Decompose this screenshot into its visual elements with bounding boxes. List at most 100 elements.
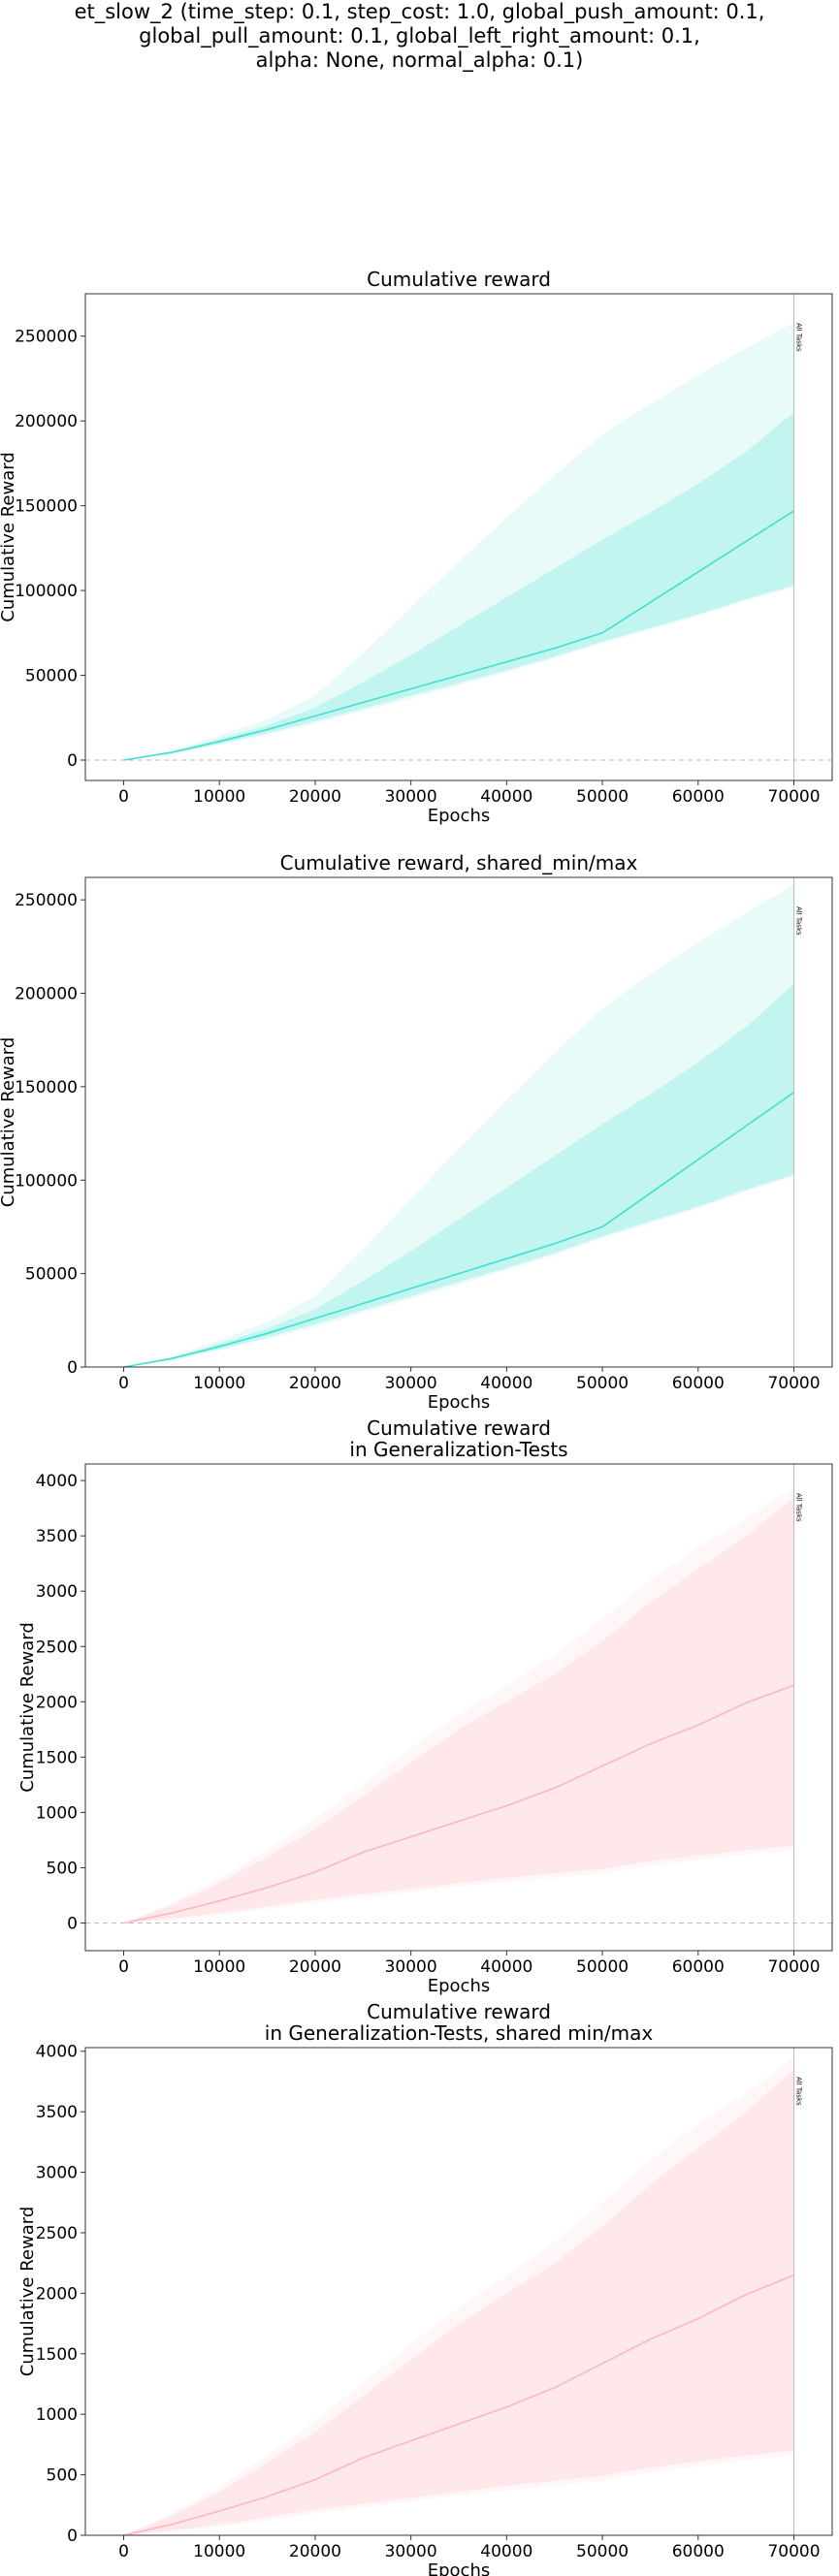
x-axis-label: Epochs xyxy=(428,1392,491,1413)
minmax-band xyxy=(123,2057,794,2535)
x-tick-label: 60000 xyxy=(672,787,725,807)
x-tick-label: 40000 xyxy=(480,787,532,807)
x-tick-label: 50000 xyxy=(576,1957,629,1977)
y-tick-label: 250000 xyxy=(15,891,78,910)
y-axis-label: Cumulative Reward xyxy=(17,1622,38,1793)
figure-suptitle: et_slow_2 (time_step: 0.1, step_cost: 1.… xyxy=(0,0,839,73)
x-tick-label: 0 xyxy=(118,787,129,807)
x-tick-label: 10000 xyxy=(193,1374,245,1393)
y-tick-label: 1000 xyxy=(36,1803,78,1823)
x-tick-label: 50000 xyxy=(576,787,629,807)
y-tick-label: 250000 xyxy=(15,328,78,347)
x-tick-label: 40000 xyxy=(480,2542,532,2561)
x-tick-label: 20000 xyxy=(289,1374,341,1393)
x-tick-label: 20000 xyxy=(289,787,341,807)
quantile-band xyxy=(123,1497,794,1924)
y-tick-label: 200000 xyxy=(15,985,78,1004)
mean-line xyxy=(123,1092,794,1368)
y-tick-label: 500 xyxy=(47,1859,78,1878)
chart-title: in Generalization-Tests, shared min/max xyxy=(265,2021,654,2045)
task-marker-label: All Tasks xyxy=(795,906,803,936)
y-tick-label: 2500 xyxy=(36,1638,78,1657)
y-tick-label: 4000 xyxy=(36,1472,78,1491)
quantile-band xyxy=(123,412,794,760)
task-marker-label: All Tasks xyxy=(795,2077,803,2106)
x-tick-label: 40000 xyxy=(480,1374,532,1393)
x-tick-label: 30000 xyxy=(385,1957,437,1977)
y-tick-label: 50000 xyxy=(25,1265,78,1285)
x-tick-label: 20000 xyxy=(289,1957,341,1977)
x-tick-label: 30000 xyxy=(385,2542,437,2561)
minmax-band xyxy=(123,1485,794,1924)
chart-panel: Cumulative reward, shared_min/max All Tas… xyxy=(0,851,833,1413)
plot-frame xyxy=(84,1463,833,1952)
mean-line xyxy=(123,2274,794,2536)
plot-frame xyxy=(84,2047,833,2536)
x-axis-label: Epochs xyxy=(428,806,491,826)
y-tick-label: 1000 xyxy=(36,2405,78,2425)
x-tick-label: 70000 xyxy=(767,1957,820,1977)
y-tick-label: 0 xyxy=(67,1358,78,1378)
x-tick-label: 50000 xyxy=(576,1374,629,1393)
mean-line xyxy=(123,510,794,761)
quantile-band xyxy=(123,983,794,1367)
y-axis-label: Cumulative Reward xyxy=(0,1037,18,1208)
suptitle-line: et_slow_2 (time_step: 0.1, step_cost: 1.… xyxy=(74,0,765,23)
x-tick-label: 0 xyxy=(118,2542,129,2561)
x-tick-label: 10000 xyxy=(193,787,245,807)
chart-title: Cumulative reward xyxy=(367,2000,551,2023)
x-tick-label: 0 xyxy=(118,1957,129,1977)
y-tick-label: 100000 xyxy=(15,582,78,601)
x-axis-label: Epochs xyxy=(428,1976,491,1996)
chart-panel: Cumulative reward All Tasks 0 10000 20000 300… xyxy=(0,268,833,826)
x-tick-label: 0 xyxy=(118,1374,129,1393)
y-tick-label: 150000 xyxy=(15,1078,78,1097)
y-tick-label: 1500 xyxy=(36,2345,78,2365)
plot-frame xyxy=(84,293,833,781)
mean-line xyxy=(123,1684,794,1924)
suptitle-line: global_pull_amount: 0.1, global_left_rig… xyxy=(139,24,700,48)
task-marker-label: All Tasks xyxy=(795,1493,803,1522)
quantile-band xyxy=(123,2069,794,2535)
y-tick-label: 100000 xyxy=(15,1171,78,1191)
suptitle-line: alpha: None, normal_alpha: 0.1) xyxy=(255,48,584,72)
y-tick-label: 4000 xyxy=(36,2043,78,2062)
x-tick-label: 60000 xyxy=(672,1957,725,1977)
y-tick-label: 0 xyxy=(67,2527,78,2546)
chart-title: Cumulative reward, shared_min/max xyxy=(280,851,638,875)
y-tick-label: 500 xyxy=(47,2466,78,2486)
x-axis-label: Epochs xyxy=(428,2560,491,2576)
y-tick-label: 50000 xyxy=(25,667,78,686)
y-tick-label: 3000 xyxy=(36,1582,78,1602)
y-tick-label: 2000 xyxy=(36,1693,78,1712)
x-tick-label: 10000 xyxy=(193,1957,245,1977)
chart-title: in Generalization-Tests xyxy=(349,1438,567,1461)
x-tick-label: 50000 xyxy=(576,2542,629,2561)
plot-frame xyxy=(84,876,833,1368)
x-tick-label: 10000 xyxy=(193,2542,245,2561)
task-marker-label: All Tasks xyxy=(795,323,803,352)
y-tick-label: 3000 xyxy=(36,2164,78,2183)
x-tick-label: 30000 xyxy=(385,787,437,807)
y-tick-label: 2500 xyxy=(36,2224,78,2243)
x-tick-label: 60000 xyxy=(672,2542,725,2561)
y-tick-label: 2000 xyxy=(36,2284,78,2304)
x-tick-label: 40000 xyxy=(480,1957,532,1977)
y-tick-label: 0 xyxy=(67,1914,78,1933)
minmax-band xyxy=(123,884,794,1367)
chart-title: Cumulative reward xyxy=(367,1416,551,1440)
y-axis-label: Cumulative Reward xyxy=(0,452,18,622)
y-tick-label: 3500 xyxy=(36,1527,78,1546)
y-tick-label: 0 xyxy=(67,751,78,771)
y-axis-label: Cumulative Reward xyxy=(17,2207,38,2377)
x-tick-label: 20000 xyxy=(289,2542,341,2561)
y-tick-label: 150000 xyxy=(15,497,78,517)
x-tick-label: 70000 xyxy=(767,1374,820,1393)
chart-title: Cumulative reward xyxy=(367,268,551,291)
x-tick-label: 70000 xyxy=(767,2542,820,2561)
x-tick-label: 60000 xyxy=(672,1374,725,1393)
minmax-band xyxy=(123,322,794,760)
